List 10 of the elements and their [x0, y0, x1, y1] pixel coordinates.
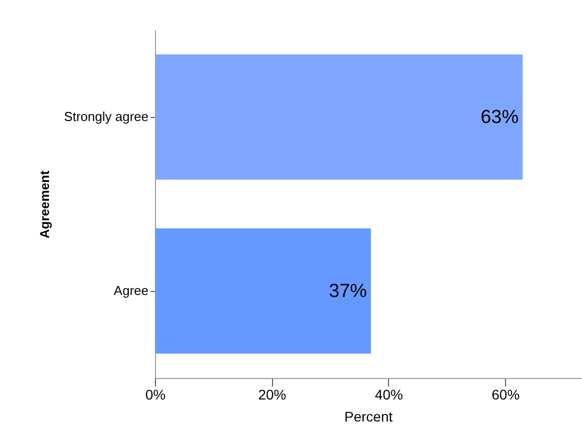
data-label: 63% [480, 107, 519, 128]
x-tick-label: 0% [145, 386, 166, 402]
data-label: 37% [328, 281, 368, 302]
x-tick-label: 20% [258, 386, 286, 402]
x-tick-label: 40% [374, 386, 403, 402]
x-axis-title: Percent [344, 408, 393, 424]
x-tick-label: 60% [492, 386, 520, 402]
y-axis-title: Agreement [36, 170, 52, 238]
y-tick-label: Agree [114, 283, 148, 298]
y-tick-label: Strongly agree [64, 109, 148, 124]
